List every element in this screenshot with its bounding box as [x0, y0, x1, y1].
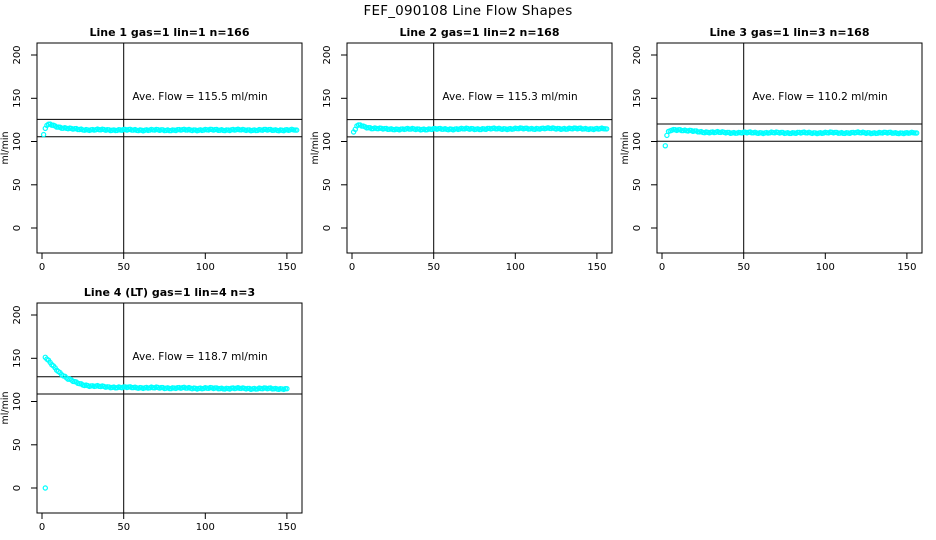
- y-axis: 0 50 100 150 200: [322, 45, 347, 231]
- panel-title: Line 1 gas=1 lin=1 n=166: [89, 26, 250, 39]
- data-point: [284, 385, 290, 392]
- y-tick-label: 100: [12, 392, 23, 411]
- y-axis-label: ml/min: [620, 131, 631, 164]
- data-point: [365, 124, 372, 131]
- x-tick-label: 0: [39, 522, 45, 533]
- y-tick-label: 100: [632, 132, 643, 151]
- panel-line-1: Line 1 gas=1 lin=1 n=166 0 50 100 150 0 50 100…: [0, 20, 312, 280]
- y-tick-label: 200: [12, 45, 23, 64]
- ave-flow-annotation: Ave. Flow = 110.2 ml/min: [752, 91, 887, 103]
- y-tick-label: 200: [12, 305, 23, 324]
- figure-title: FEF_090108 Line Flow Shapes: [363, 3, 573, 19]
- y-tick-label: 0: [632, 225, 643, 231]
- y-axis-label: ml/min: [310, 131, 321, 164]
- outlier-point: [662, 143, 669, 149]
- ave-flow-annotation: Ave. Flow = 115.3 ml/min: [442, 91, 577, 103]
- y-tick-label: 50: [322, 178, 333, 191]
- y-tick-label: 150: [632, 89, 643, 108]
- x-tick-label: 50: [117, 262, 130, 273]
- y-tick-label: 150: [322, 89, 333, 108]
- y-tick-label: 100: [12, 132, 23, 151]
- x-tick-label: 0: [39, 262, 45, 273]
- y-axis: 0 50 100 150 200: [632, 45, 657, 231]
- x-tick-label: 100: [506, 262, 525, 273]
- ave-flow-annotation: Ave. Flow = 118.7 ml/min: [132, 351, 267, 363]
- outlier-point: [350, 129, 357, 135]
- y-axis-label: ml/min: [0, 131, 11, 164]
- x-tick-label: 150: [277, 522, 296, 533]
- panel-line-4: Line 4 (LT) gas=1 lin=4 n=3 0 50 100 150 0 50…: [0, 280, 312, 540]
- reference-lines: [37, 43, 302, 253]
- data-series: [40, 121, 300, 138]
- y-tick-label: 150: [12, 89, 23, 108]
- y-tick-label: 0: [322, 225, 333, 231]
- x-tick-label: 50: [117, 522, 130, 533]
- plot-box: [36, 42, 303, 254]
- y-axis: 0 50 100 150 200: [12, 305, 37, 491]
- data-series: [42, 354, 290, 491]
- panel-title: Line 3 gas=1 lin=3 n=168: [709, 26, 870, 39]
- panel-title: Line 2 gas=1 lin=2 n=168: [399, 26, 560, 39]
- x-tick-label: 50: [427, 262, 440, 273]
- y-tick-label: 50: [12, 438, 23, 451]
- x-axis: 0 50 100 150: [39, 513, 296, 533]
- y-tick-label: 100: [322, 132, 333, 151]
- data-point: [294, 127, 300, 133]
- reference-lines: [37, 303, 302, 513]
- panel-title: Line 4 (LT) gas=1 lin=4 n=3: [83, 286, 256, 299]
- plot-area: 0 50 100 150 0 50 100 150 200 ml/min Ave. Flow = 1…: [0, 302, 303, 533]
- data-point: [695, 129, 701, 135]
- data-point: [75, 126, 81, 133]
- x-axis: 0 50 100 150: [659, 253, 916, 273]
- data-point: [914, 130, 920, 136]
- outlier-point: [42, 485, 49, 491]
- x-axis: 0 50 100 150: [39, 253, 296, 273]
- plot-area: 0 50 100 150 0 50 100 150 200 ml/min Ave. Flow = 1…: [620, 42, 923, 273]
- x-tick-label: 150: [277, 262, 296, 273]
- ave-flow-annotation: Ave. Flow = 115.5 ml/min: [132, 91, 267, 103]
- y-tick-label: 200: [322, 45, 333, 64]
- y-axis-label: ml/min: [0, 391, 11, 424]
- reference-lines: [657, 43, 922, 253]
- outlier-point: [40, 131, 47, 138]
- plot-area: 0 50 100 150 0 50 100 150 200 ml/min Ave. Flow = 1…: [0, 42, 303, 273]
- y-tick-label: 150: [12, 349, 23, 368]
- y-tick-label: 50: [632, 178, 643, 191]
- plot-box: [36, 302, 303, 514]
- data-series: [350, 122, 610, 135]
- reference-lines: [347, 43, 612, 253]
- data-point: [604, 126, 610, 132]
- y-axis: 0 50 100 150 200: [12, 45, 37, 231]
- x-tick-label: 150: [587, 262, 606, 273]
- y-tick-label: 0: [12, 225, 23, 231]
- x-axis: 0 50 100 150: [349, 253, 606, 273]
- plot-box: [656, 42, 923, 254]
- x-tick-label: 100: [196, 262, 215, 273]
- x-tick-label: 0: [659, 262, 665, 273]
- plot-area: 0 50 100 150 0 50 100 150 200 ml/min Ave. Flow = 1…: [310, 42, 613, 273]
- y-tick-label: 0: [12, 485, 23, 491]
- x-tick-label: 50: [737, 262, 750, 273]
- panel-line-3: Line 3 gas=1 lin=3 n=168 0 50 100 150 0 50 100…: [620, 20, 932, 280]
- plot-box: [346, 42, 613, 254]
- y-tick-label: 200: [632, 45, 643, 64]
- x-tick-label: 150: [897, 262, 916, 273]
- x-tick-label: 100: [196, 522, 215, 533]
- data-series: [662, 126, 920, 149]
- panel-line-2: Line 2 gas=1 lin=2 n=168 0 50 100 150 0 50 100…: [310, 20, 622, 280]
- x-tick-label: 0: [349, 262, 355, 273]
- x-tick-label: 100: [816, 262, 835, 273]
- y-tick-label: 50: [12, 178, 23, 191]
